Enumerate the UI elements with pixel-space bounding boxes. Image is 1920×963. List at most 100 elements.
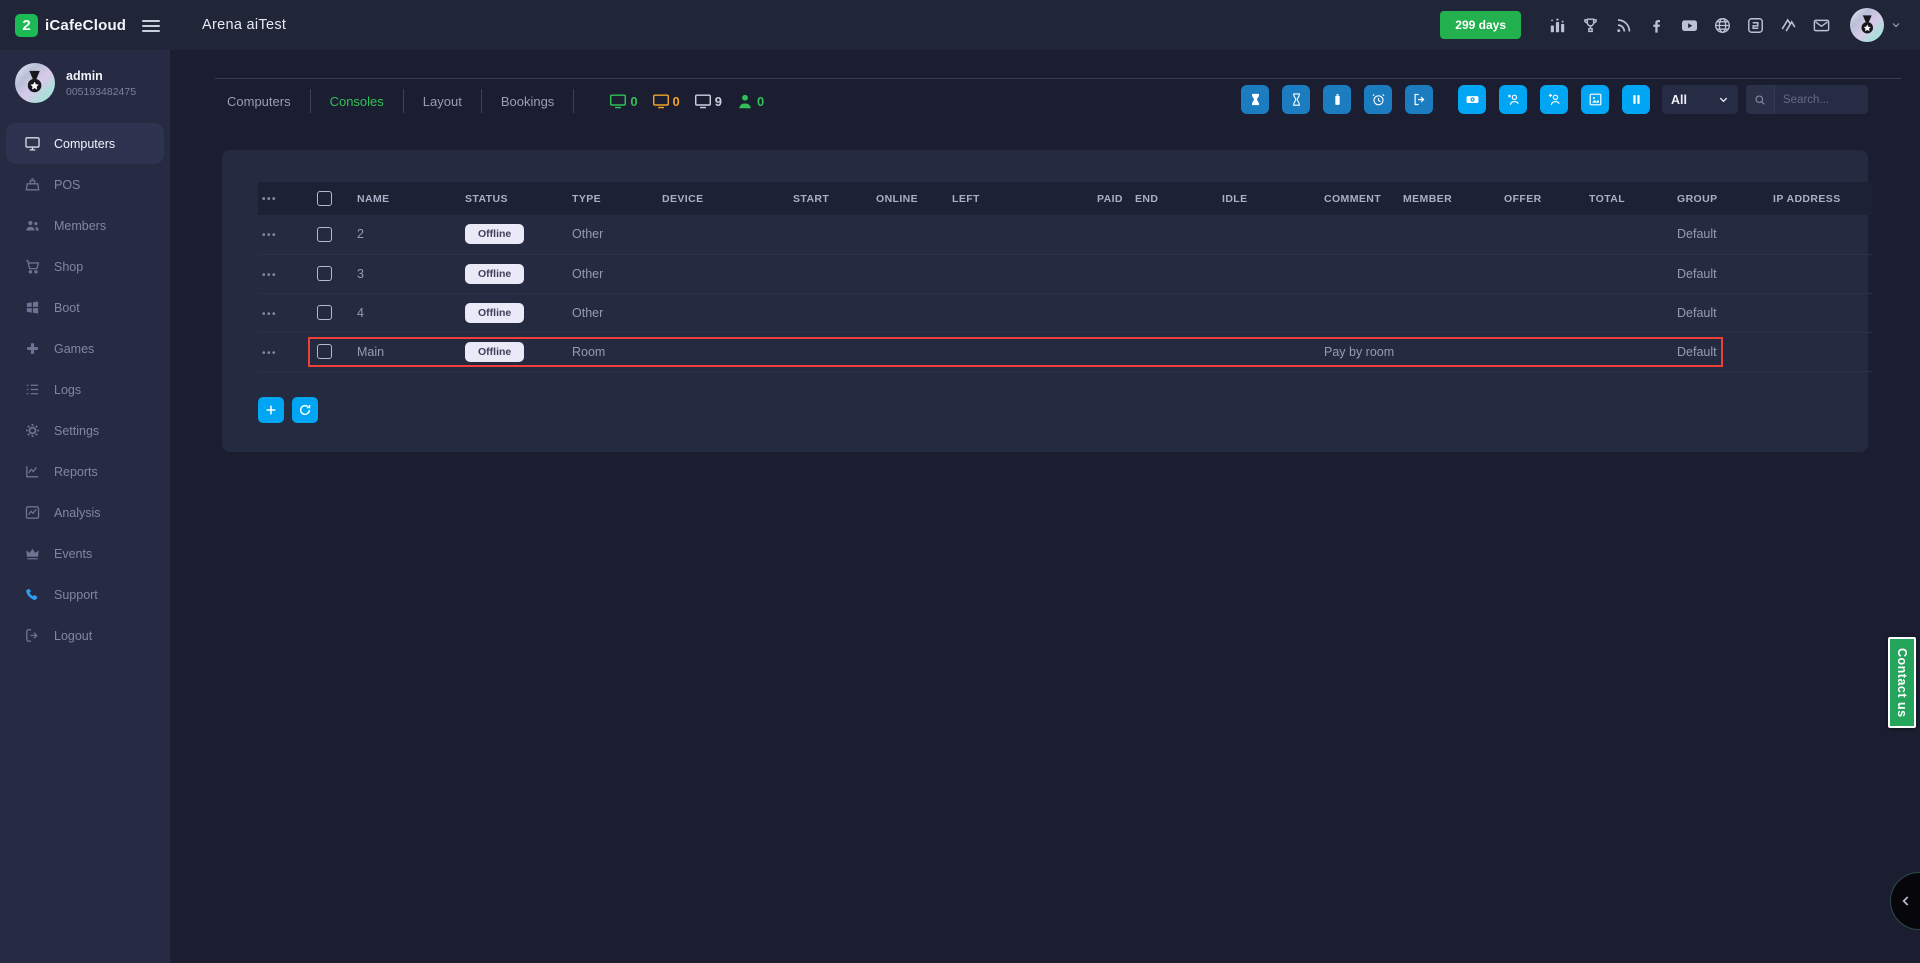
rss-icon[interactable]	[1614, 16, 1633, 35]
consoles-table: ••• NAME STATUS TYPE DEVICE START ONLINE…	[258, 182, 1872, 372]
license-days-badge[interactable]: 299 days	[1440, 11, 1521, 39]
table-row-highlighted[interactable]: ••• Main Offline Room Pay by room Defaul…	[258, 332, 1872, 372]
sidebar-item-computers[interactable]: Computers	[6, 123, 164, 164]
cell-type: Other	[568, 215, 658, 255]
chevron-down-icon[interactable]	[1890, 19, 1902, 31]
consoles-card: ••• NAME STATUS TYPE DEVICE START ONLINE…	[222, 150, 1872, 452]
tabs-row: Computers Consoles Layout Bookings 0 0 9…	[225, 86, 778, 116]
table-row[interactable]: ••• 3 Offline Other Default	[258, 254, 1872, 294]
col-paid: PAID	[1093, 182, 1131, 215]
cell-group: Default	[1673, 215, 1769, 255]
sidebar-item-shop[interactable]: Shop	[6, 246, 164, 287]
partner-icon[interactable]	[1779, 16, 1798, 35]
chart-line-icon	[24, 463, 41, 480]
contact-us-tab[interactable]: Contact us	[1888, 637, 1916, 728]
console-toolbar: All	[1228, 85, 1868, 114]
filter-selected-value: All	[1671, 92, 1687, 107]
row-checkbox[interactable]	[317, 266, 332, 282]
sidebar-item-logout[interactable]: Logout	[6, 615, 164, 656]
tab-computers[interactable]: Computers	[227, 93, 291, 109]
page-title: Arena aiTest	[202, 17, 287, 33]
search-input[interactable]	[1775, 93, 1868, 106]
hourglass-filled-button[interactable]	[1241, 85, 1269, 114]
members-icon	[24, 217, 41, 234]
tab-bookings[interactable]: Bookings	[500, 93, 555, 109]
row-checkbox[interactable]	[317, 344, 332, 360]
select-all-checkbox[interactable]	[317, 191, 332, 206]
trophy-icon[interactable]	[1581, 16, 1600, 35]
battery-button[interactable]	[1323, 85, 1351, 114]
add-button[interactable]	[258, 397, 284, 423]
counter-online[interactable]: 0	[609, 93, 638, 109]
alarm-button[interactable]	[1364, 85, 1392, 114]
mail-icon[interactable]	[1812, 16, 1831, 35]
search-icon[interactable]	[1746, 85, 1775, 114]
counter-offline[interactable]: 9	[694, 93, 722, 109]
sidebar-item-games[interactable]: Games	[6, 328, 164, 369]
sidebar-item-pos[interactable]: POS	[6, 164, 164, 205]
pause-button[interactable]	[1622, 85, 1650, 114]
sidebar-item-boot[interactable]: Boot	[6, 287, 164, 328]
sidebar-user[interactable]: admin 005193482475	[0, 50, 170, 113]
counter-value: 0	[672, 93, 680, 109]
cell-name: 4	[353, 293, 461, 333]
row-actions-menu-icon[interactable]: •••	[262, 347, 278, 359]
col-device: DEVICE	[658, 182, 789, 215]
tab-divider	[480, 89, 482, 113]
ranking-icon[interactable]	[1548, 16, 1567, 35]
col-name: NAME	[353, 182, 461, 215]
table-header-row: ••• NAME STATUS TYPE DEVICE START ONLINE…	[258, 182, 1872, 215]
col-group: GROUP	[1673, 182, 1769, 215]
charge-money-button[interactable]	[1458, 85, 1486, 114]
icafecloud-icon[interactable]	[1746, 16, 1765, 35]
screen-frame-button[interactable]	[1581, 85, 1609, 114]
sidebar: admin 005193482475 Computers POS Members…	[0, 50, 170, 963]
sidebar-item-events[interactable]: Events	[6, 533, 164, 574]
sidebar-item-members[interactable]: Members	[6, 205, 164, 246]
sidebar-item-reports[interactable]: Reports	[6, 451, 164, 492]
monitor-icon	[609, 93, 627, 109]
logout-icon	[24, 627, 41, 644]
counter-busy[interactable]: 0	[652, 93, 680, 109]
sign-out-button[interactable]	[1405, 85, 1433, 114]
youtube-icon[interactable]	[1680, 16, 1699, 35]
col-idle: IDLE	[1218, 182, 1320, 215]
member-add-button[interactable]	[1540, 85, 1568, 114]
col-left: LEFT	[948, 182, 1093, 215]
gamepad-icon	[24, 340, 41, 357]
sidebar-item-label: Shop	[54, 259, 84, 274]
globe-icon[interactable]	[1713, 16, 1732, 35]
row-actions-menu-icon[interactable]: •••	[262, 308, 278, 320]
cell-type: Room	[568, 332, 658, 372]
user-avatar[interactable]	[1850, 8, 1884, 42]
row-checkbox[interactable]	[317, 305, 332, 321]
hourglass-button[interactable]	[1282, 85, 1310, 114]
row-actions-menu-icon[interactable]: •••	[262, 230, 278, 242]
row-checkbox[interactable]	[317, 226, 332, 242]
topbar-right: 299 days	[1440, 8, 1920, 42]
sidebar-item-settings[interactable]: Settings	[6, 410, 164, 451]
facebook-icon[interactable]	[1647, 16, 1666, 35]
chevron-left-icon	[1902, 896, 1909, 906]
cell-type: Other	[568, 293, 658, 333]
table-row[interactable]: ••• 4 Offline Other Default	[258, 293, 1872, 333]
row-actions-menu-icon[interactable]: •••	[262, 269, 278, 281]
gear-icon	[24, 422, 41, 439]
sidebar-item-support[interactable]: Support	[6, 574, 164, 615]
sidebar-item-label: POS	[54, 177, 81, 192]
counter-members[interactable]: 0	[736, 93, 764, 109]
monitor-icon	[652, 93, 670, 109]
sidebar-item-logs[interactable]: Logs	[6, 369, 164, 410]
phone-icon	[24, 586, 41, 603]
refresh-button[interactable]	[292, 397, 318, 423]
col-offer: OFFER	[1500, 182, 1585, 215]
tab-layout[interactable]: Layout	[422, 93, 462, 109]
header-actions-menu-icon[interactable]: •••	[262, 193, 278, 205]
sidebar-item-analysis[interactable]: Analysis	[6, 492, 164, 533]
table-row[interactable]: ••• 2 Offline Other Default	[258, 215, 1872, 255]
tab-consoles[interactable]: Consoles	[329, 93, 384, 109]
col-online: ONLINE	[872, 182, 948, 215]
group-filter-select[interactable]: All	[1662, 85, 1738, 114]
member-star-button[interactable]	[1499, 85, 1527, 114]
hamburger-menu-icon[interactable]	[142, 17, 160, 35]
